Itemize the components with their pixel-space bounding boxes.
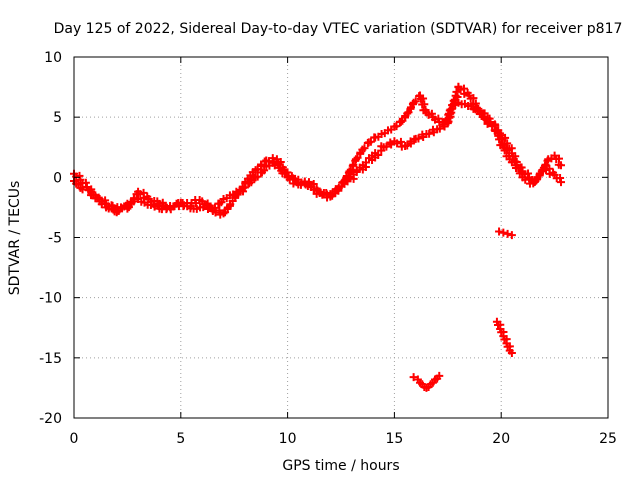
data-point — [507, 349, 516, 358]
data-point-fill — [129, 195, 138, 204]
data-point — [409, 373, 418, 382]
data-point-fill — [393, 139, 402, 148]
ticks: 0 5 10 15 20 25 -20 -15 -10 -5 0 5 10 — [39, 50, 617, 447]
y-tick-label: -20 — [39, 411, 62, 427]
data-point — [499, 228, 508, 237]
data-point — [557, 178, 566, 187]
y-tick-label: -15 — [39, 351, 62, 367]
data-point-fill — [334, 186, 343, 195]
y-tick-label: 10 — [44, 50, 62, 66]
data-point-fill — [348, 161, 357, 170]
x-tick-label: 20 — [492, 431, 510, 447]
x-tick-label: 5 — [176, 431, 185, 447]
data-point — [345, 167, 354, 176]
y-tick-label: 0 — [53, 170, 62, 186]
data-point-fill — [414, 134, 423, 143]
data-point-fill — [360, 144, 369, 153]
grid — [74, 57, 608, 418]
chart-title: Day 125 of 2022, Sidereal Day-to-day VTE… — [54, 21, 623, 37]
data-point-fill — [356, 149, 365, 158]
data-point-fill — [366, 137, 375, 146]
data-point — [351, 155, 360, 164]
x-tick-label: 10 — [279, 431, 297, 447]
data-point — [529, 179, 538, 188]
y-tick-label: 5 — [53, 110, 62, 126]
y-axis-title: SDTVAR / TECUs — [7, 181, 23, 296]
data-point-fill — [406, 139, 415, 148]
data-point — [219, 209, 228, 218]
data-point-fill — [374, 151, 383, 160]
y-tick-label: -10 — [39, 291, 62, 307]
x-axis-title: GPS time / hours — [282, 458, 399, 474]
data-points — [70, 82, 566, 392]
data-point-fill — [343, 177, 352, 186]
data-point — [503, 229, 512, 238]
data-point-fill — [446, 109, 455, 118]
data-point — [123, 204, 132, 213]
data-point — [495, 227, 504, 236]
x-tick-label: 15 — [385, 431, 403, 447]
data-point-fill — [406, 104, 415, 113]
x-tick-label: 0 — [70, 431, 79, 447]
data-point-fill — [521, 175, 530, 184]
series-short-arc-c — [409, 371, 444, 392]
series-secondary-trace — [70, 82, 566, 219]
data-point-fill — [449, 96, 458, 105]
data-point-fill — [411, 97, 420, 106]
data-point-fill — [435, 124, 444, 133]
data-point — [403, 109, 412, 118]
data-point-fill — [382, 142, 391, 151]
data-point-fill — [452, 87, 461, 96]
data-point-fill — [425, 129, 434, 138]
data-point-fill — [392, 122, 401, 131]
data-point-fill — [453, 93, 462, 102]
data-point-fill — [225, 201, 234, 210]
x-tick-label: 25 — [599, 431, 617, 447]
data-point-fill — [352, 167, 361, 176]
data-point-fill — [233, 190, 242, 199]
data-point — [435, 371, 444, 380]
data-point-fill — [535, 170, 544, 179]
data-point-fill — [361, 158, 370, 167]
data-point — [507, 231, 516, 240]
data-point — [396, 117, 405, 126]
series-short-arc-b — [492, 317, 516, 358]
data-point-fill — [257, 162, 266, 171]
data-point — [557, 161, 566, 170]
data-point-fill — [241, 179, 250, 188]
y-tick-label: -5 — [48, 231, 62, 247]
series-short-arc-a — [495, 227, 516, 240]
